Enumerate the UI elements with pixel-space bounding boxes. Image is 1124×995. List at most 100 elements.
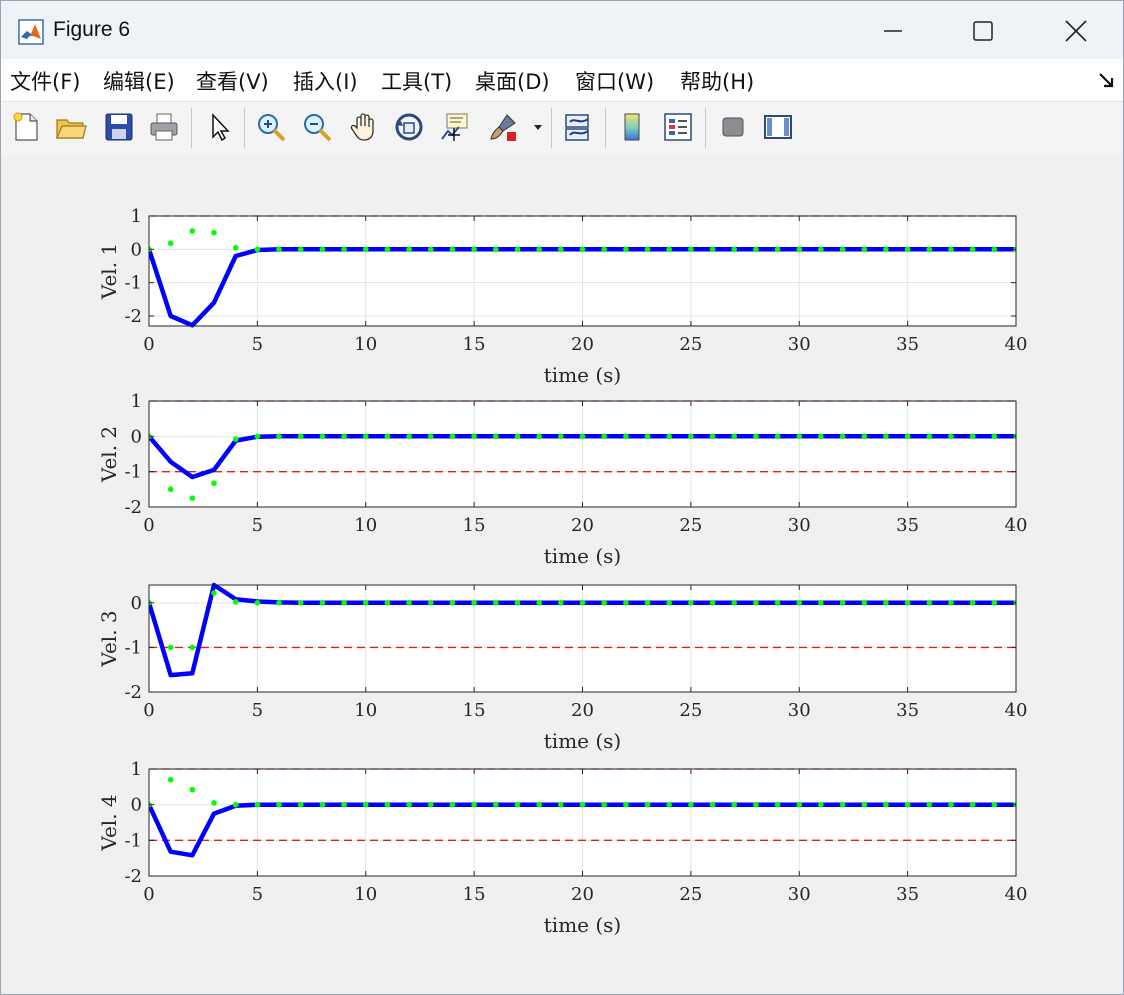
data-point [579,600,586,606]
figure-canvas[interactable]: 0 5 10 15 20 25 30 35 40 1 0 -1 -2 time (s) Vel. 1 0 5 10… [1,154,1123,994]
data-point [753,433,759,440]
data-point [991,600,998,606]
data-point [731,801,737,808]
data-point [969,433,976,440]
matlab-logo-icon [18,19,44,45]
data-point [254,801,261,808]
x-tick-label: 35 [896,700,919,721]
data-point [558,246,564,253]
x-tick-label: 0 [143,334,154,355]
x-tick-label: 30 [788,700,811,721]
close-button[interactable] [1046,11,1106,51]
data-point [948,801,954,808]
data-point [363,801,369,808]
data-point [558,433,564,440]
data-point [254,246,261,253]
menu-view[interactable]: 查看(V) [196,70,269,94]
minimize-button[interactable] [863,11,923,51]
rotate-3d-icon[interactable] [391,109,427,145]
data-point [688,600,694,606]
data-point [514,433,521,440]
data-layer [149,228,1016,328]
data-point [384,433,391,440]
data-point [883,433,889,440]
x-tick-label: 25 [679,515,702,536]
y-axis-label: Vel. 1 [97,243,121,300]
x-tick-label: 5 [252,700,263,721]
data-point [211,590,217,596]
colorbar-icon[interactable] [614,109,650,145]
menu-tools[interactable]: 工具(T) [381,70,453,94]
zoom-in-icon[interactable] [253,109,289,145]
x-tick-label: 25 [679,700,702,721]
pan-hand-icon[interactable] [346,109,382,145]
dock-figure-icon[interactable] [1097,71,1117,91]
data-point [623,801,629,808]
x-tick-label: 35 [896,884,919,905]
data-point [449,600,456,606]
data-point [774,433,781,440]
data-layer [149,582,1016,678]
legend-icon[interactable] [660,109,696,145]
show-plot-tools-icon[interactable] [760,109,796,145]
menu-desktop[interactable]: 桌面(D) [475,70,550,94]
x-tick-label: 25 [679,884,702,905]
data-point [796,801,803,808]
brush-icon[interactable] [485,109,521,145]
x-tick-label: 5 [252,334,263,355]
toolbar-separator [705,108,706,148]
data-point [297,433,304,440]
data-point [818,801,824,808]
data-point [297,246,304,253]
link-plot-icon[interactable] [560,109,596,145]
zoom-out-icon[interactable] [299,109,335,145]
menu-insert[interactable]: 插入(I) [293,70,358,94]
data-point [904,246,911,253]
x-tick-label: 20 [571,884,594,905]
data-point [449,433,456,440]
data-point [601,246,607,253]
x-tick-label: 30 [788,515,811,536]
menu-window[interactable]: 窗口(W) [575,70,655,94]
data-point [276,246,282,253]
data-point [883,246,889,253]
new-figure-icon[interactable] [8,109,44,145]
data-point [818,246,824,253]
save-icon[interactable] [101,109,137,145]
open-file-icon[interactable] [53,109,89,145]
x-axis-label: time (s) [544,913,621,937]
data-point [688,433,694,440]
menu-file[interactable]: 文件(F) [10,70,81,94]
close-icon [1065,20,1087,42]
data-cursor-icon[interactable] [437,109,473,145]
x-tick-label: 35 [896,515,919,536]
data-point [601,801,607,808]
pointer-icon[interactable] [201,109,237,145]
data-point [861,433,868,440]
data-point [363,600,369,606]
data-point [969,246,976,253]
x-tick-label: 40 [1005,884,1028,905]
menu-edit[interactable]: 编辑(E) [103,70,175,94]
title-bar[interactable]: Figure 6 [1,1,1123,59]
print-icon[interactable] [146,109,182,145]
data-point [211,800,217,806]
x-tick-label: 15 [463,515,486,536]
menu-help[interactable]: 帮助(H) [680,70,755,94]
x-axis-label: time (s) [544,544,621,568]
hide-plot-tools-icon[interactable] [715,109,751,145]
maximize-icon [973,21,993,41]
data-point [839,600,846,606]
subplot-3: 0 5 10 15 20 25 30 35 40 0 -1 -2 time (s) Vel. 3 [97,582,1027,753]
x-tick-label: 10 [354,334,377,355]
data-point [796,433,803,440]
maximize-button[interactable] [953,11,1013,51]
data-point [666,600,672,606]
data-point [601,433,607,440]
dropdown-arrow-icon[interactable] [528,109,548,145]
data-point [493,801,499,808]
data-point [189,228,196,234]
